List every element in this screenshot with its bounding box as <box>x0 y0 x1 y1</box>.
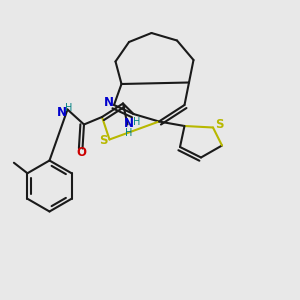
Text: S: S <box>99 134 107 148</box>
Text: H: H <box>125 128 133 138</box>
Text: N: N <box>57 106 67 119</box>
Text: O: O <box>76 146 86 159</box>
Text: S: S <box>215 118 224 131</box>
Text: N: N <box>103 96 114 109</box>
Text: H: H <box>134 117 141 127</box>
Text: H: H <box>65 103 73 113</box>
Text: N: N <box>124 116 134 130</box>
